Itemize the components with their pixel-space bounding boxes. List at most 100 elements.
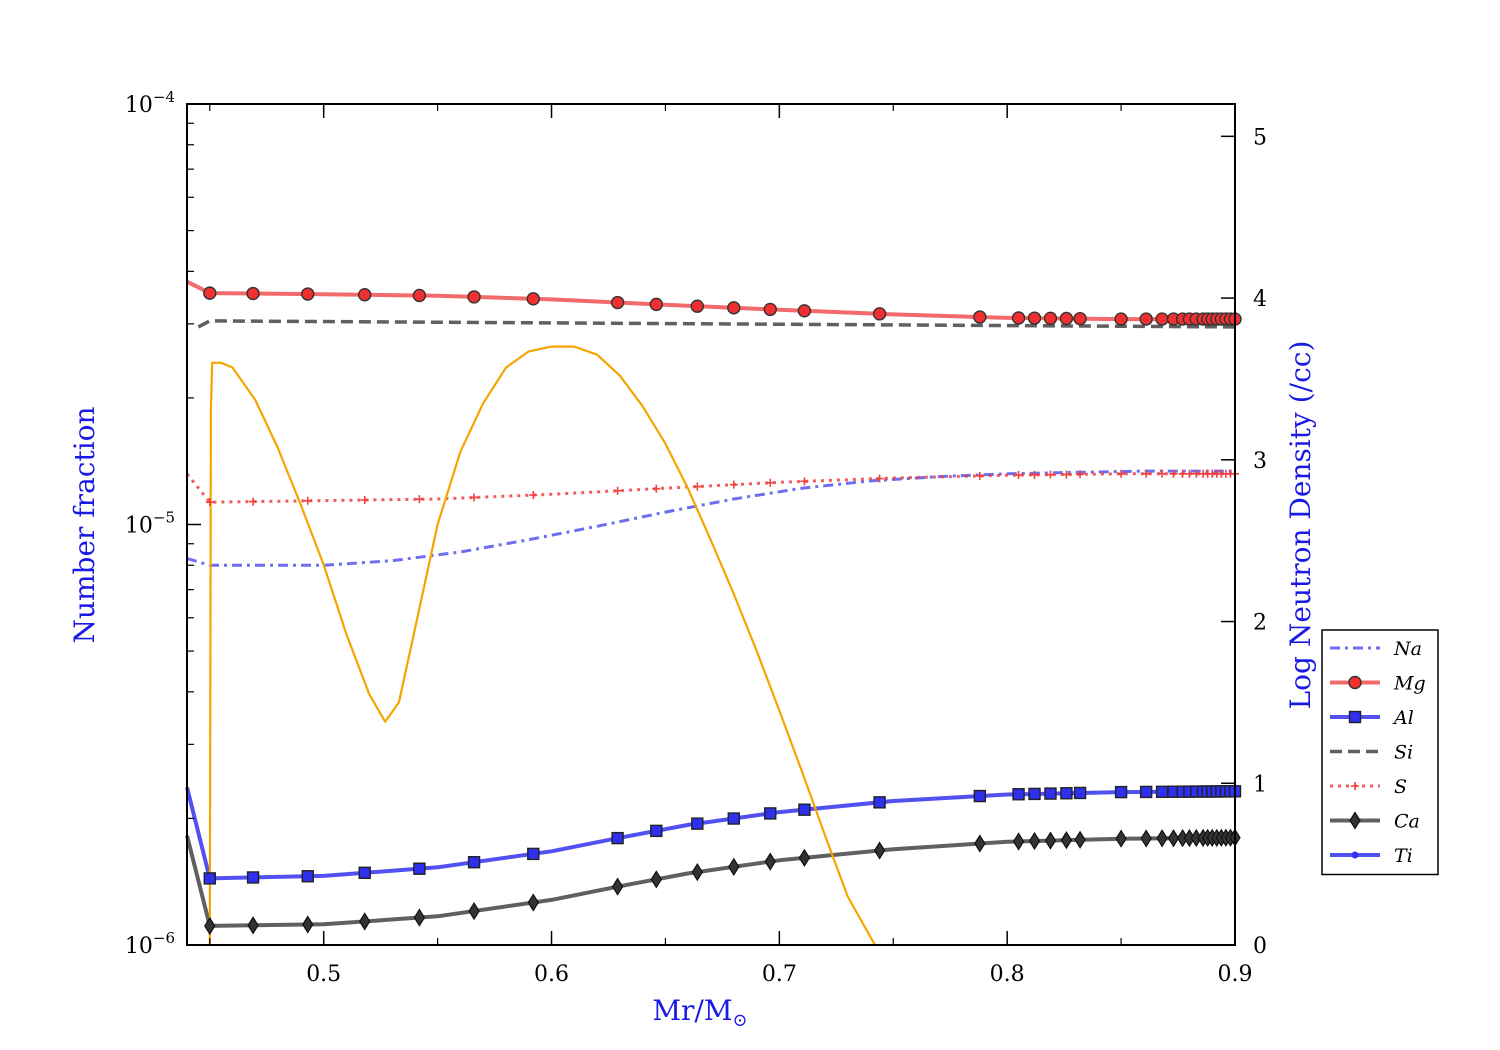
marker-ca-23	[1167, 829, 1180, 848]
marker-ca-17	[1044, 831, 1057, 850]
marker-al-7	[611, 831, 624, 845]
marker-ca-7	[611, 877, 624, 896]
marker-s-22	[1158, 469, 1167, 478]
legend-label-mg: Mg	[1393, 673, 1426, 695]
marker-al-17	[1044, 787, 1057, 800]
marker-mg-5	[467, 290, 481, 304]
plot-frame	[186, 103, 1236, 946]
marker-al-15	[1012, 788, 1025, 801]
x-axis-title-sub: ⊙	[733, 1010, 748, 1031]
legend-label-s: S	[1394, 776, 1407, 798]
marker-s-12	[800, 477, 809, 486]
marker-ca-11	[764, 852, 776, 871]
marker-al-8	[650, 824, 663, 838]
legend-marker-al	[1348, 710, 1362, 724]
marker-ca-2	[302, 915, 314, 934]
legend-marker-s	[1351, 782, 1359, 790]
legend-marker-ca	[1349, 811, 1361, 830]
x-tick-label-3: 0.8	[990, 962, 1025, 987]
marker-al-12	[798, 803, 811, 816]
y-axis-title-left: Number fraction	[68, 406, 101, 643]
marker-s-7	[613, 486, 622, 495]
series-layer	[185, 279, 1236, 946]
marker-s-21	[1142, 469, 1151, 478]
x-axis-title: Mr/M⊙	[652, 994, 747, 1031]
marker-s-4	[415, 495, 424, 504]
marker-s-6	[529, 491, 538, 500]
marker-s-25	[1185, 469, 1194, 478]
marker-s-9	[693, 482, 702, 491]
legend-label-ti: Ti	[1394, 845, 1413, 867]
series-line-ca	[185, 835, 1236, 928]
marker-s-1	[249, 497, 258, 506]
marker-ca-3	[358, 912, 371, 931]
y-right-tick-label-3: 3	[1253, 449, 1267, 474]
marker-mg-21	[1139, 312, 1153, 326]
marker-mg-4	[412, 288, 427, 303]
x-axis-title-main: Mr/M	[652, 994, 732, 1027]
marker-ca-12	[798, 848, 811, 867]
y-right-tick-label-4: 4	[1253, 287, 1267, 312]
marker-ca-15	[1012, 832, 1025, 851]
series-line-al	[185, 786, 1236, 881]
marker-mg-7	[610, 295, 625, 310]
marker-s-18	[1062, 470, 1071, 479]
marker-ca-0	[204, 916, 216, 936]
marker-mg-13	[872, 307, 887, 321]
marker-ca-5	[468, 901, 480, 921]
marker-s-19	[1076, 470, 1085, 479]
legend-label-ca: Ca	[1394, 811, 1420, 833]
marker-ca-20	[1115, 829, 1127, 848]
marker-ca-13	[873, 841, 886, 860]
marker-al-4	[413, 862, 426, 875]
marker-s-17	[1046, 470, 1055, 479]
marker-s-24	[1178, 469, 1187, 478]
marker-ca-21	[1140, 829, 1152, 848]
legend-label-al: Al	[1392, 707, 1414, 729]
x-tick-label-4: 0.9	[1218, 962, 1253, 987]
marker-mg-22	[1155, 312, 1169, 326]
marker-al-0	[203, 872, 216, 885]
marker-al-11	[764, 807, 777, 820]
marker-al-10	[727, 812, 740, 825]
marker-mg-6	[526, 292, 540, 306]
y-right-tick-label-2: 2	[1253, 611, 1267, 636]
marker-ca-4	[413, 908, 426, 927]
marker-al-20	[1114, 785, 1128, 799]
marker-mg-10	[727, 301, 741, 315]
legend: Na Mg Al Si S Ca Ti	[1321, 629, 1439, 876]
marker-al-19	[1073, 786, 1087, 800]
marker-mg-9	[690, 299, 705, 313]
x-tick-label-0: 0.5	[306, 962, 341, 987]
marker-al-3	[358, 866, 371, 880]
legend-marker-mg	[1348, 675, 1362, 690]
marker-mg-3	[358, 288, 372, 302]
legend-marker-ti	[1351, 851, 1359, 859]
marker-ca-22	[1156, 829, 1168, 848]
marker-mg-8	[649, 297, 664, 312]
marker-s-23	[1169, 469, 1178, 478]
marker-mg-17	[1043, 311, 1058, 326]
marker-mg-15	[1011, 311, 1026, 325]
marker-mg-19	[1073, 311, 1087, 326]
marker-ca-10	[728, 857, 740, 876]
marker-s-11	[766, 478, 775, 487]
legend-label-si: Si	[1394, 742, 1413, 764]
marker-mg-16	[1027, 311, 1042, 325]
marker-s-8	[652, 484, 661, 493]
marker-ca-9	[691, 862, 704, 882]
series-line-neutron-density	[208, 345, 876, 946]
marker-s-3	[360, 495, 369, 504]
marker-al-14	[973, 789, 987, 803]
markers-layer	[203, 286, 1242, 936]
marker-ca-14	[974, 834, 986, 853]
marker-s-15	[1014, 471, 1023, 480]
marker-al-1	[246, 871, 260, 884]
marker-mg-11	[763, 302, 777, 317]
marker-s-5	[470, 493, 479, 502]
y-left-tick-label-0: 10−4	[125, 88, 175, 118]
marker-mg-12	[797, 304, 812, 318]
marker-s-2	[303, 496, 312, 505]
x-tick-label-1: 0.6	[534, 962, 569, 987]
